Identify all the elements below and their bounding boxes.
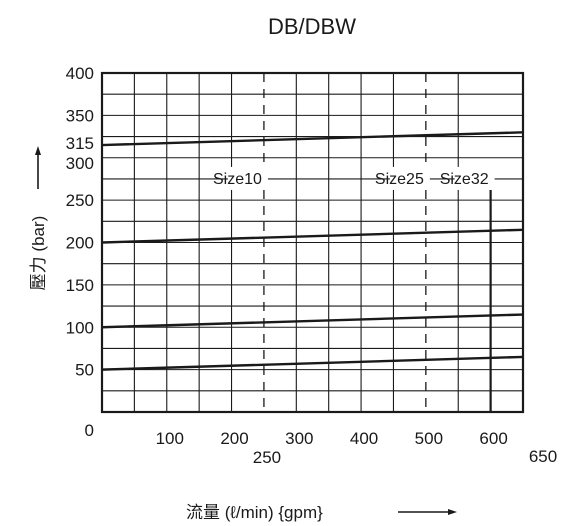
x-tick-label: 200 (220, 429, 248, 448)
grid (102, 73, 523, 412)
series-line (101, 228, 524, 244)
x-tick-label: 650 (529, 447, 557, 466)
size-label-backdrop (227, 166, 268, 190)
x-axis-arrowhead (448, 509, 457, 515)
size-label: Size32 (440, 171, 489, 188)
x-tick-label: 250 (253, 448, 281, 467)
y-tick-label: 350 (66, 106, 94, 125)
y-tick-label: 300 (66, 154, 94, 173)
size-label: Size10 (213, 171, 262, 188)
y-axis-label-group: 壓力 (bar) (29, 216, 48, 291)
size-label-backdrop (454, 166, 495, 190)
y-tick-label: 0 (85, 421, 94, 440)
x-tick-label: 600 (479, 429, 507, 448)
size-markers: Size10 Size25 Size32 (213, 73, 495, 412)
x-tick-label: 100 (156, 429, 184, 448)
series-line (101, 313, 524, 329)
y-tick-label: 100 (66, 318, 94, 337)
y-axis-arrowhead (35, 146, 41, 155)
chart-title: DB/DBW (268, 14, 356, 39)
x-axis-label: 流量 (ℓ/min) {gpm} (186, 503, 323, 522)
y-tick-label: 400 (66, 64, 94, 83)
y-tick-label: 200 (66, 234, 94, 253)
x-tick-label: 300 (285, 429, 313, 448)
x-tick-label: 400 (350, 429, 378, 448)
series-line (101, 355, 524, 371)
series-line (101, 131, 524, 147)
y-axis-label: 壓力 (bar) (29, 216, 48, 291)
y-tick-label: 150 (66, 276, 94, 295)
plot-frame (100, 71, 525, 414)
size-label: Size25 (375, 171, 424, 188)
size-label-backdrop (389, 166, 430, 190)
y-tick-label: 315 (66, 134, 94, 153)
series-lines (101, 131, 524, 371)
y-tick-label: 250 (66, 191, 94, 210)
y-tick-label: 50 (75, 361, 94, 380)
x-tick-label: 500 (415, 429, 443, 448)
